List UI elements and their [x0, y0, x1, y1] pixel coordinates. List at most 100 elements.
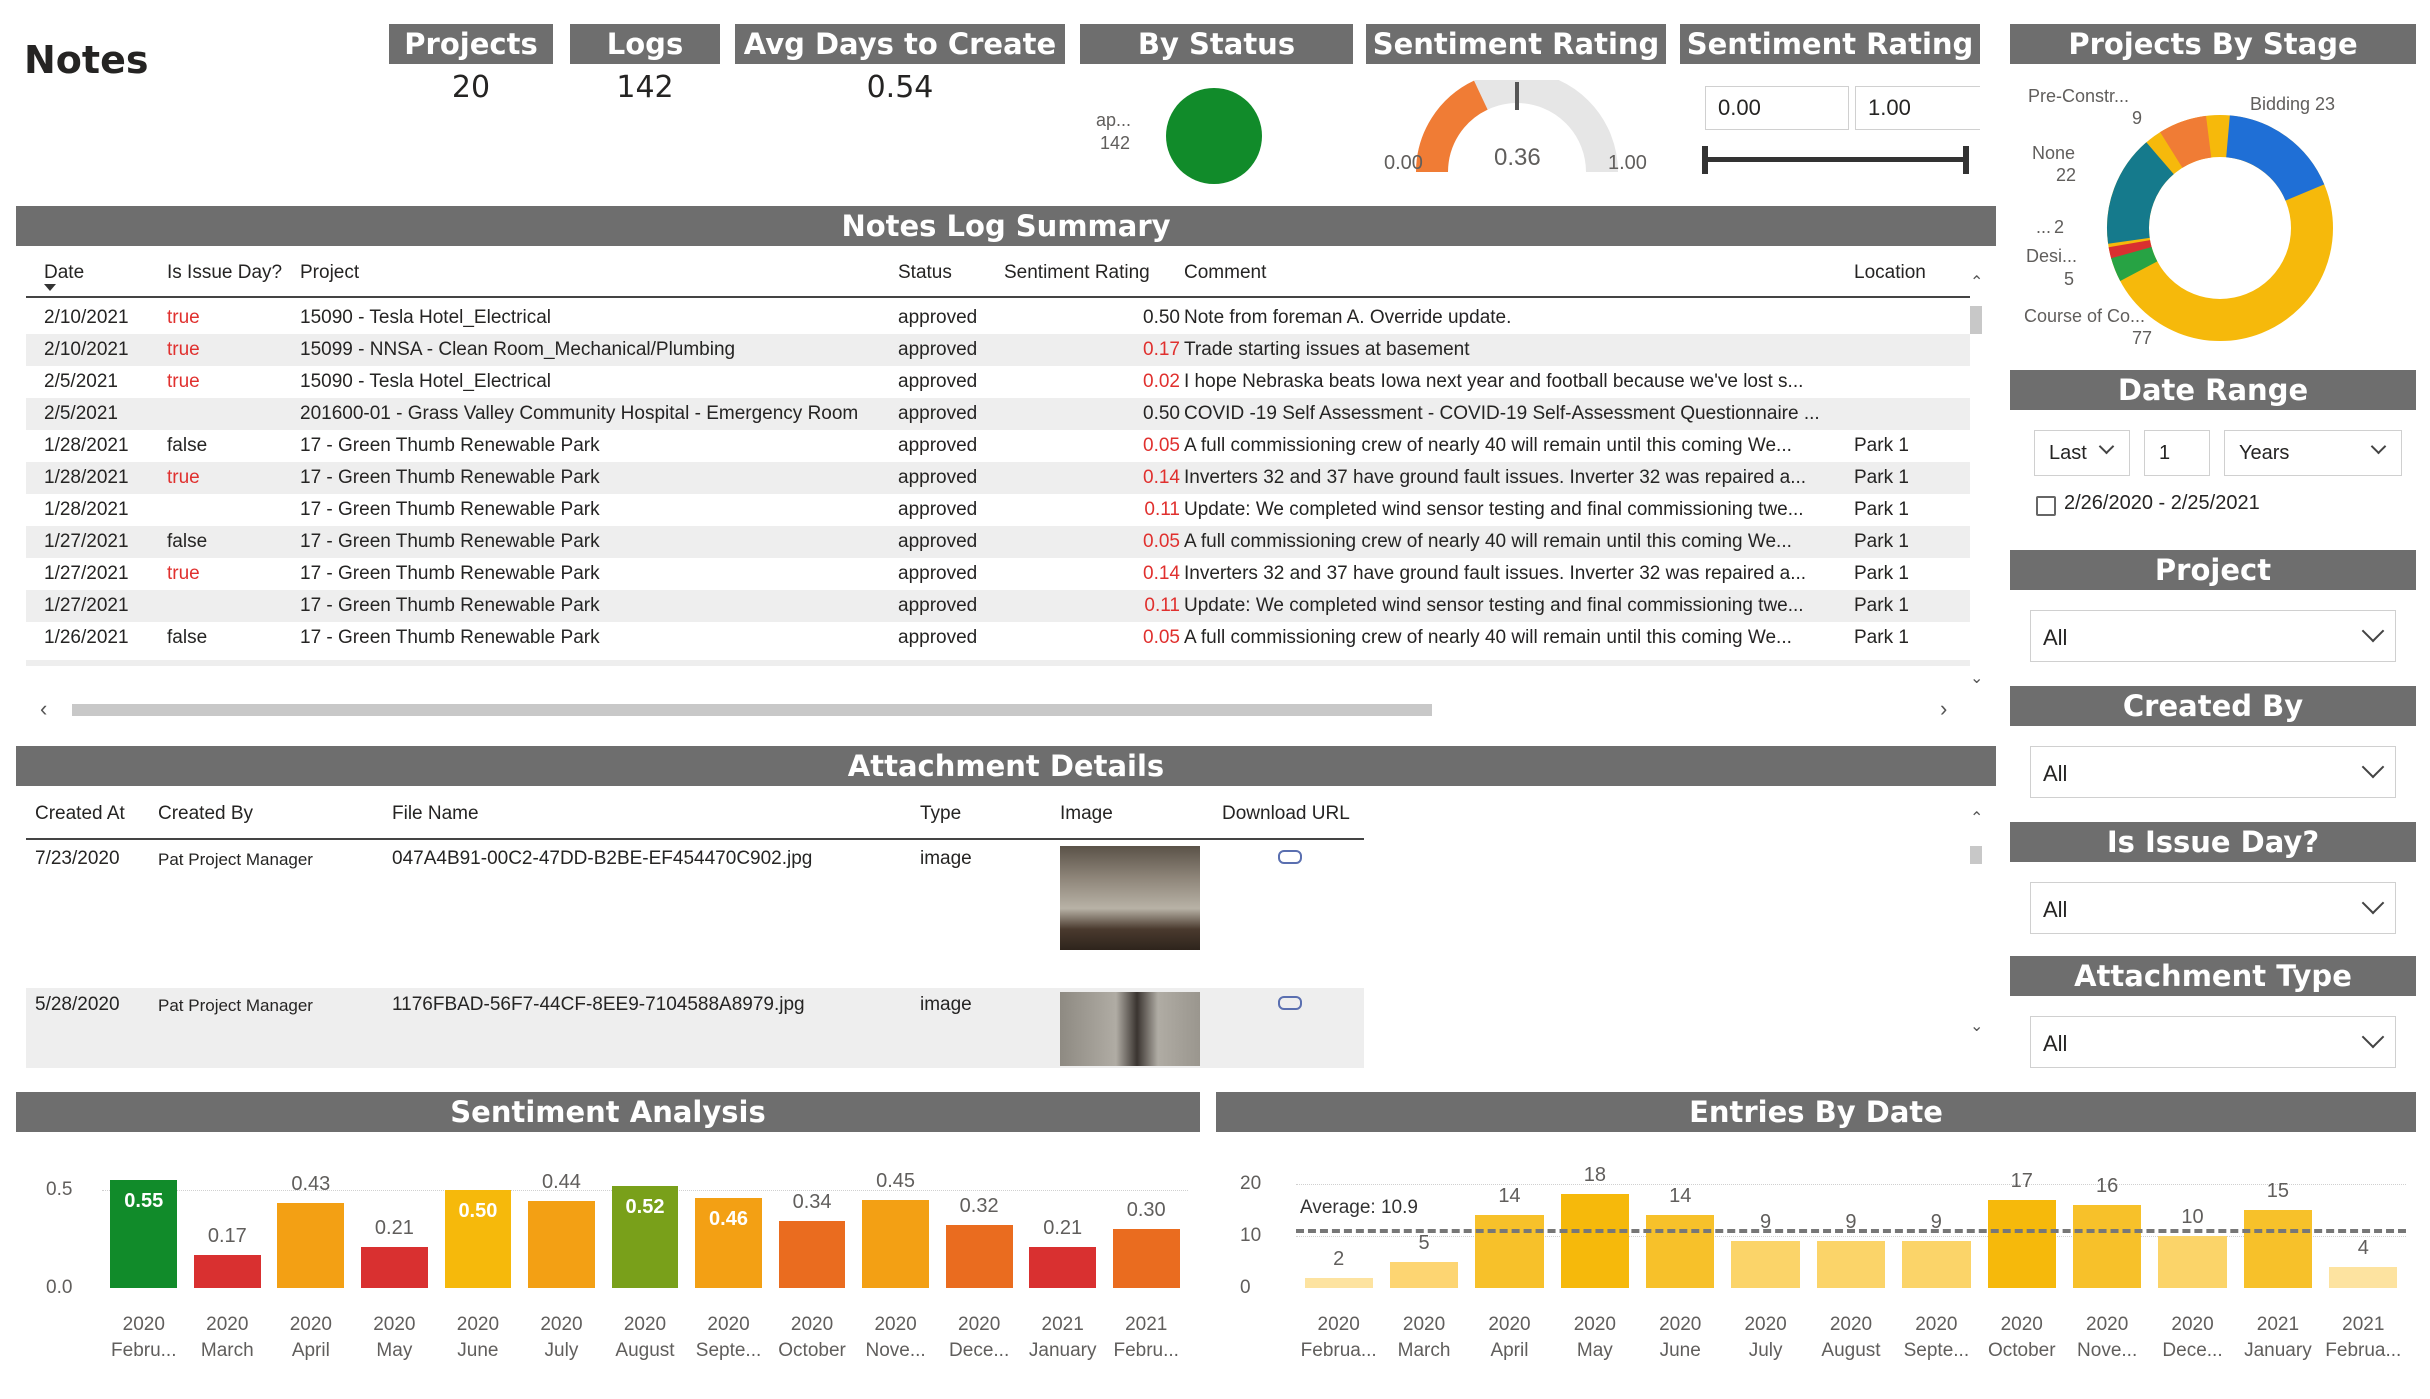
bar[interactable] — [2243, 1210, 2313, 1288]
att-scroll-down-icon[interactable]: ⌄ — [1970, 1018, 1984, 1035]
col-date[interactable]: Date — [44, 262, 85, 283]
col-status[interactable]: Status — [898, 262, 952, 283]
table-row[interactable]: 1/26/2021 false 17 - Green Thumb Renewable… — [26, 622, 1970, 654]
scroll-down-icon[interactable]: ⌄ — [1970, 670, 1984, 687]
bar[interactable] — [778, 1221, 846, 1288]
attachment-type-slicer-header: Attachment Type — [2010, 956, 2416, 996]
bar[interactable] — [611, 1185, 679, 1288]
col-sentiment[interactable]: Sentiment Rating — [1004, 262, 1150, 283]
att-col-created-at[interactable]: Created At — [35, 803, 125, 824]
projects-by-stage-donut[interactable] — [2100, 108, 2340, 348]
table-row[interactable]: 1/28/2021 false 17 - Green Thumb Renewable… — [26, 430, 1970, 462]
bar[interactable] — [110, 1179, 178, 1288]
att-scroll-thumb[interactable] — [1970, 846, 1982, 864]
table-row[interactable]: 1/27/2021 17 - Green Thumb Renewable Park… — [26, 590, 1970, 622]
date-range-mode-select[interactable]: Last — [2034, 430, 2130, 476]
bar[interactable] — [360, 1246, 428, 1288]
table-row[interactable]: 2/10/2021 true 15090 - Tesla Hotel_Electri… — [26, 302, 1970, 334]
bar[interactable] — [1560, 1194, 1629, 1288]
att-scroll-up-icon[interactable]: ⌃ — [1970, 810, 1984, 827]
projects-card-value: 20 — [451, 70, 491, 105]
bar[interactable] — [444, 1189, 512, 1288]
entries-by-date-chart: 0 10 20 2 2020 Februa... 5 2020 March 14 2020 April… — [1216, 1140, 2416, 1370]
bar[interactable] — [1304, 1277, 1373, 1288]
bar[interactable] — [945, 1225, 1013, 1288]
sentiment-slider-track[interactable] — [1705, 157, 1967, 162]
att-thumbnail[interactable] — [1060, 846, 1200, 950]
x-tick-label: 2020 Nove... — [854, 1312, 938, 1364]
bar[interactable] — [2158, 1236, 2227, 1288]
date-range-unit-select[interactable]: Years — [2224, 430, 2402, 476]
bar-value-label: 0.30 — [1126, 1199, 1166, 1221]
table-row[interactable]: 1/28/2021 true 17 - Green Thumb Renewable … — [26, 462, 1970, 494]
stage-label-course: Course of Co... — [2024, 306, 2146, 326]
scroll-thumb[interactable] — [1970, 306, 1982, 334]
x-tick-label: 2021 January — [1021, 1312, 1105, 1364]
bar[interactable] — [193, 1254, 261, 1288]
cell-date: 1/27/2021 — [44, 595, 129, 616]
table-row[interactable]: 2/5/2021 true 15090 - Tesla Hotel_Electric… — [26, 366, 1970, 398]
x-tick-year: 2020 — [540, 1314, 583, 1335]
x-tick-label: 2020 Septe... — [1894, 1312, 1979, 1364]
sort-desc-icon[interactable] — [44, 284, 56, 291]
table-row[interactable]: 1/27/2021 false 17 - Green Thumb Renewable… — [26, 526, 1970, 558]
col-project[interactable]: Project — [300, 262, 360, 283]
created-by-dropdown[interactable]: All — [2030, 746, 2396, 798]
cell-project: 17 - Green Thumb Renewable Park — [300, 467, 600, 488]
scroll-up-icon[interactable]: ⌃ — [1970, 274, 1984, 291]
att-col-download[interactable]: Download URL — [1222, 803, 1350, 824]
col-location[interactable]: Location — [1854, 262, 1926, 283]
scroll-right-icon[interactable]: › — [1940, 696, 1948, 721]
sentiment-max-input[interactable]: 1.00 — [1855, 86, 1980, 130]
horizontal-scroll-thumb[interactable] — [72, 704, 1432, 716]
attachment-type-dropdown[interactable]: All — [2030, 1016, 2396, 1068]
bar[interactable] — [1389, 1262, 1459, 1288]
sentiment-gauge[interactable] — [1380, 80, 1660, 180]
scroll-left-icon[interactable]: ‹ — [40, 696, 48, 721]
bar[interactable] — [1646, 1215, 1715, 1288]
sentiment-min-input[interactable]: 0.00 — [1705, 86, 1849, 130]
bar[interactable] — [528, 1201, 595, 1288]
bar[interactable] — [2073, 1204, 2142, 1288]
table-row[interactable]: 1/28/2021 17 - Green Thumb Renewable Park… — [26, 494, 1970, 526]
att-type: image — [920, 994, 972, 1015]
cell-issue-day: true — [167, 371, 200, 392]
sentiment-slider-max-handle[interactable] — [1963, 146, 1969, 174]
is-issue-day-dropdown[interactable]: All — [2030, 882, 2396, 934]
link-icon[interactable] — [1278, 850, 1302, 864]
x-tick-year: 2021 — [2256, 1314, 2300, 1335]
att-col-image[interactable]: Image — [1060, 803, 1113, 824]
date-range-count-input[interactable]: 1 — [2144, 430, 2210, 476]
sentiment-slider-min-handle[interactable] — [1702, 146, 1708, 174]
cell-comment: COVID -19 Self Assessment - COVID-19 Sel… — [1184, 403, 1820, 424]
table-row[interactable]: 1/27/2021 true 17 - Green Thumb Renewable … — [26, 558, 1970, 590]
bar[interactable] — [1816, 1241, 1886, 1288]
att-thumbnail[interactable] — [1060, 992, 1200, 1066]
bar[interactable] — [1029, 1246, 1097, 1288]
att-col-type[interactable]: Type — [920, 803, 962, 824]
calendar-icon[interactable] — [2036, 496, 2056, 516]
att-col-created-by[interactable]: Created By — [158, 803, 254, 824]
bar[interactable] — [2329, 1267, 2398, 1288]
bar[interactable] — [1475, 1215, 1544, 1288]
att-file-name: 1176FBAD-56F7-44CF-8EE9-7104588A8979.jpg — [392, 994, 805, 1015]
sentiment-analysis-header: Sentiment Analysis — [16, 1092, 1200, 1132]
table-row[interactable]: 2/5/2021 201600-01 - Grass Valley Communi… — [26, 398, 1970, 430]
chevron-down-icon — [2098, 438, 2115, 455]
bar[interactable] — [1987, 1199, 2056, 1288]
bar[interactable] — [1731, 1241, 1800, 1288]
x-tick-month: Dece... — [949, 1340, 1010, 1361]
bar[interactable] — [862, 1199, 930, 1288]
col-comment[interactable]: Comment — [1184, 262, 1267, 283]
att-col-file-name[interactable]: File Name — [392, 803, 479, 824]
x-tick-label: 2020 May — [353, 1312, 437, 1364]
project-dropdown[interactable]: All — [2030, 610, 2396, 662]
col-issue-day[interactable]: Is Issue Day? — [167, 262, 283, 283]
table-row[interactable]: 2/10/2021 true 15099 - NNSA - Clean Room_M… — [26, 334, 1970, 366]
bar[interactable] — [695, 1197, 762, 1288]
bar[interactable] — [1112, 1229, 1180, 1288]
bar[interactable] — [1902, 1241, 1971, 1288]
bar[interactable] — [277, 1203, 345, 1288]
link-icon[interactable] — [1278, 996, 1302, 1010]
by-status-pie[interactable] — [1166, 88, 1262, 184]
